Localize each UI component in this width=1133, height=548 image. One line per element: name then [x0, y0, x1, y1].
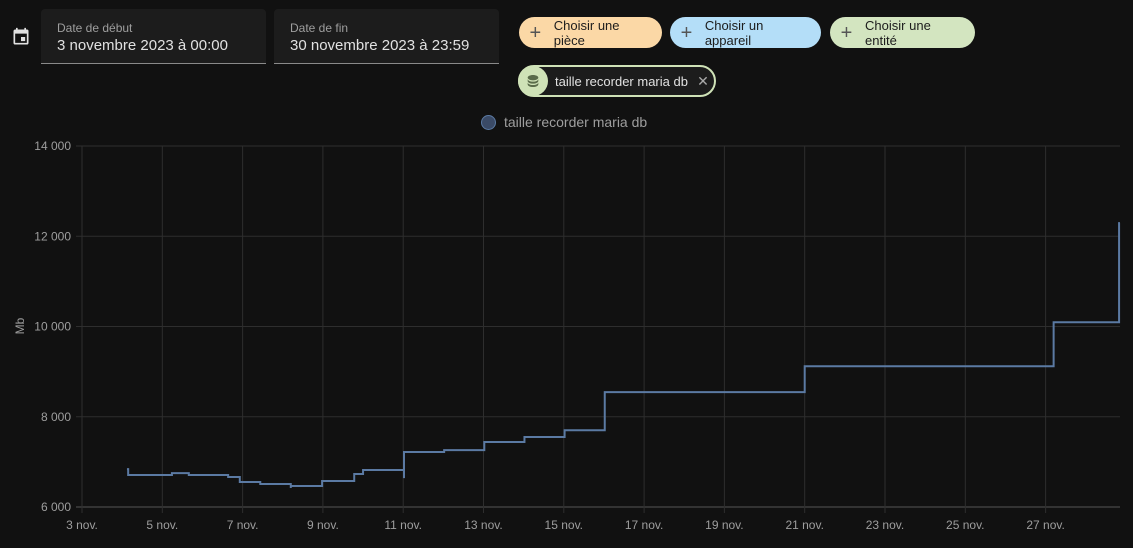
y-tick-label: 14 000: [34, 139, 71, 153]
plus-icon: +: [680, 21, 693, 44]
x-tick-label: 5 nov.: [146, 518, 178, 532]
choose-entity-button[interactable]: + Choisir une entité: [830, 17, 975, 48]
end-date-value: 30 novembre 2023 à 23:59: [290, 37, 470, 54]
calendar-icon[interactable]: [11, 27, 31, 47]
x-tick-label: 13 nov.: [464, 518, 502, 532]
y-tick-label: 10 000: [34, 320, 71, 334]
start-date-value: 3 novembre 2023 à 00:00: [57, 37, 228, 54]
x-tick-label: 17 nov.: [625, 518, 663, 532]
selected-entity-chip[interactable]: taille recorder maria db ✕: [518, 65, 716, 97]
end-date-label: Date de fin: [290, 21, 349, 35]
chart-axis-ticks: 6 000 8 000 10 000 12 000 14 000 3 nov. 5 nov.…: [34, 139, 1065, 532]
database-icon: [518, 66, 548, 96]
x-tick-label: 27 nov.: [1026, 518, 1064, 532]
plus-icon: +: [840, 21, 853, 44]
x-tick-label: 19 nov.: [705, 518, 743, 532]
selected-entity-label: taille recorder maria db: [555, 73, 688, 89]
x-tick-label: 9 nov.: [307, 518, 339, 532]
end-date-field[interactable]: Date de fin 30 novembre 2023 à 23:59: [274, 9, 499, 64]
x-tick-label: 23 nov.: [866, 518, 904, 532]
chart-legend-item[interactable]: taille recorder maria db: [481, 114, 647, 130]
x-tick-label: 25 nov.: [946, 518, 984, 532]
y-axis-label: Mb: [13, 317, 27, 334]
choose-entity-label: Choisir une entité: [865, 17, 931, 48]
y-tick-label: 8 000: [41, 410, 71, 424]
x-tick-label: 7 nov.: [227, 518, 259, 532]
x-tick-label: 11 nov.: [384, 518, 422, 532]
plus-icon: +: [529, 21, 542, 44]
start-date-label: Date de début: [57, 21, 133, 35]
choose-area-button[interactable]: + Choisir une pièce: [519, 17, 662, 48]
chart-grid: [76, 145, 1120, 513]
y-tick-label: 6 000: [41, 500, 71, 514]
x-tick-label: 21 nov.: [785, 518, 823, 532]
y-tick-label: 12 000: [34, 229, 71, 243]
choose-device-label: Choisir un appareil: [704, 17, 764, 48]
start-date-field[interactable]: Date de début 3 novembre 2023 à 00:00: [41, 9, 266, 64]
choose-device-button[interactable]: + Choisir un appareil: [670, 17, 821, 48]
close-icon[interactable]: ✕: [697, 72, 709, 89]
legend-color-swatch: [481, 114, 496, 130]
legend-label: taille recorder maria db: [504, 114, 648, 130]
x-tick-label: 3 nov.: [66, 518, 98, 532]
data-series-line[interactable]: [126, 222, 1121, 489]
choose-area-label: Choisir une pièce: [553, 17, 620, 48]
x-tick-label: 15 nov.: [545, 518, 583, 532]
